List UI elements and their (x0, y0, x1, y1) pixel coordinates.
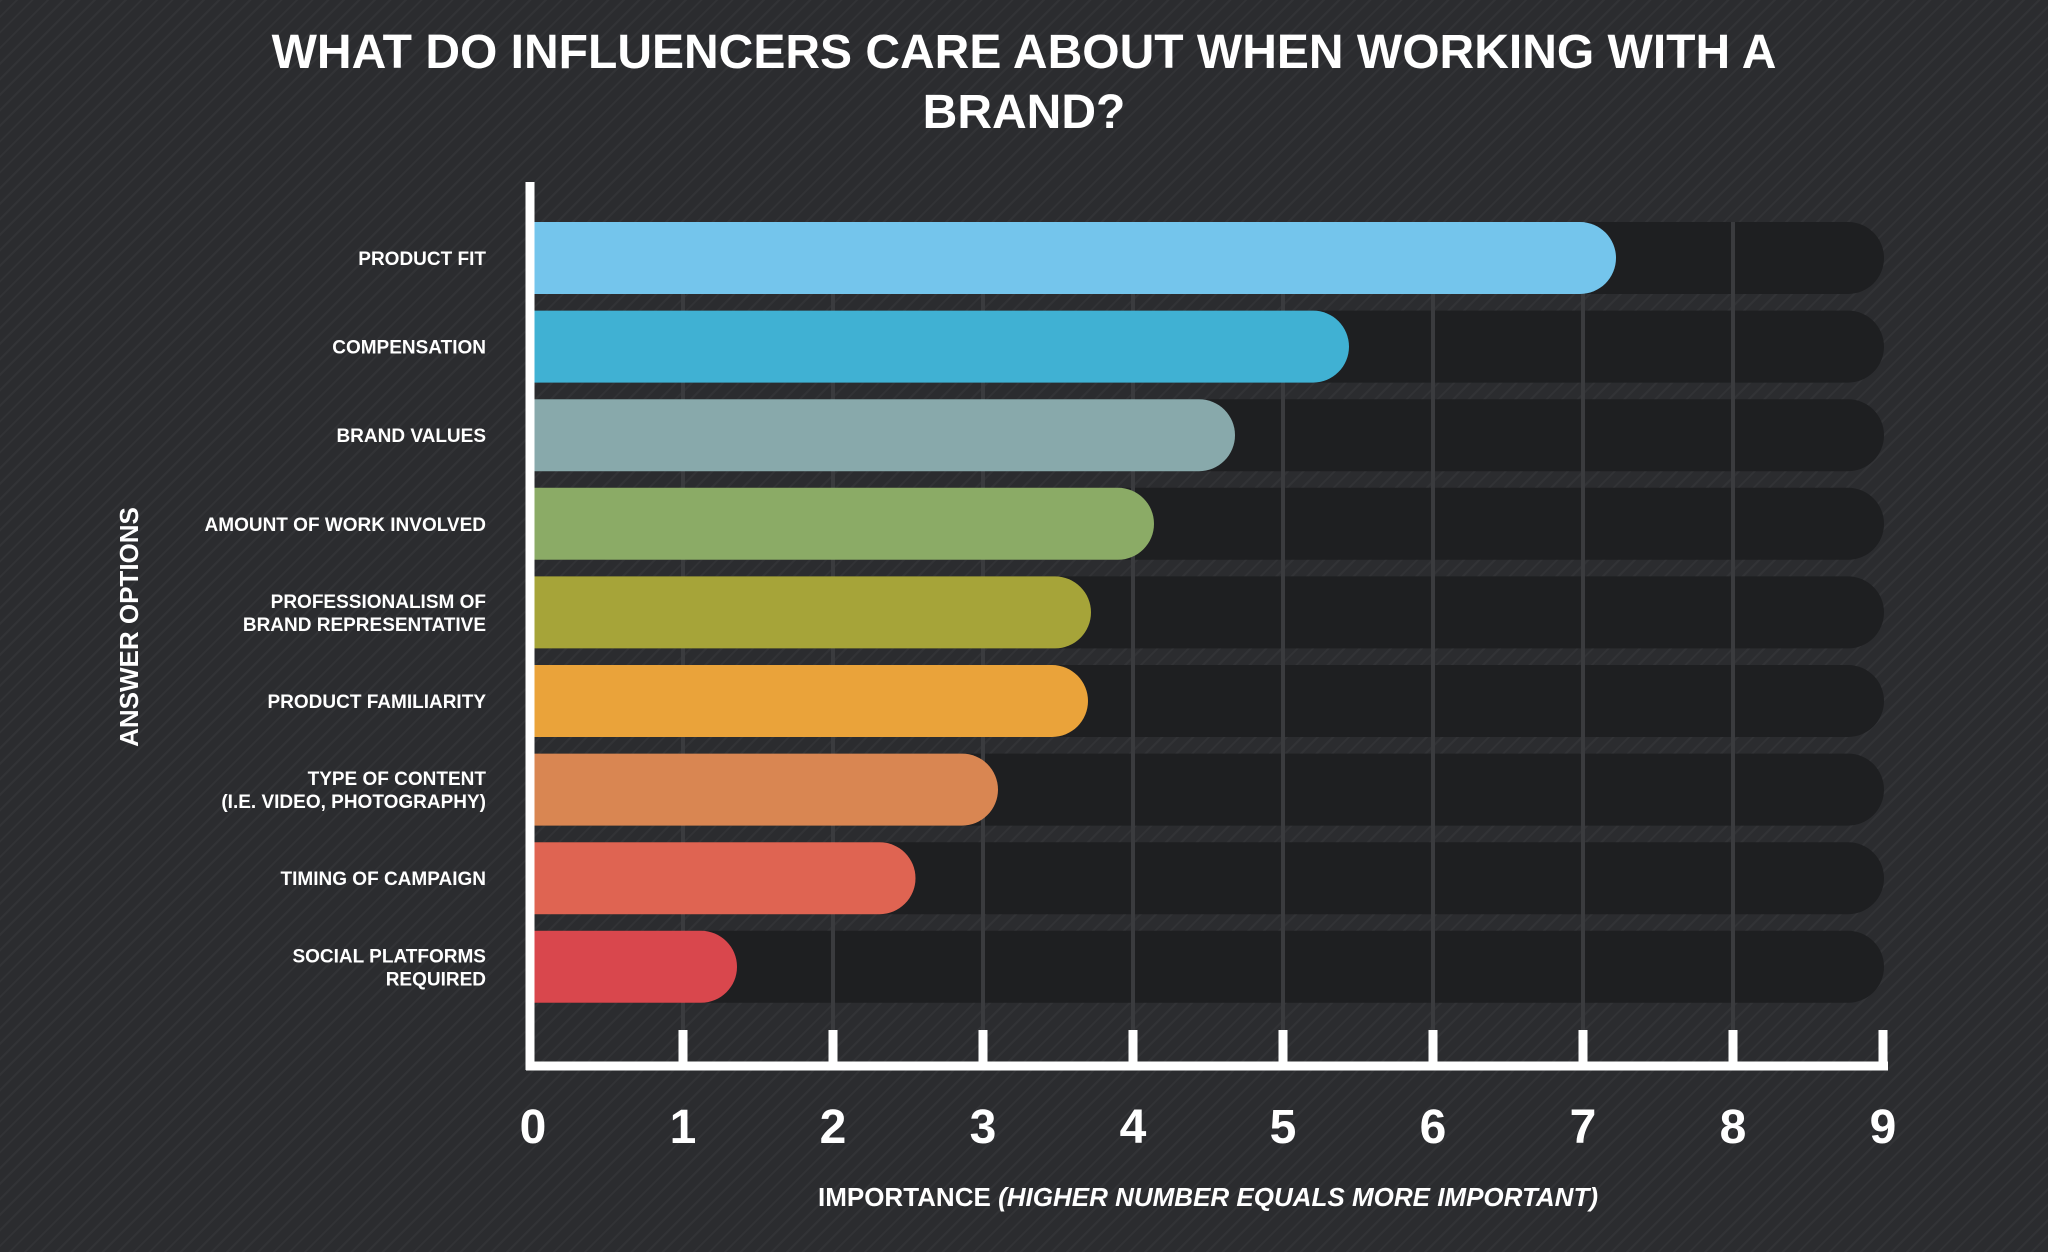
x-tick-label: 3 (970, 1101, 997, 1154)
bar (533, 399, 1235, 472)
x-tick-label: 5 (1270, 1101, 1297, 1154)
x-axis-title: IMPORTANCE (HIGHER NUMBER EQUALS MORE IM… (818, 1182, 1598, 1212)
bar (533, 576, 1091, 649)
x-tick-label: 7 (1570, 1101, 1597, 1154)
category-label: COMPENSATION (332, 338, 486, 359)
x-tick-label: 4 (1120, 1101, 1147, 1154)
bar (533, 310, 1349, 383)
x-tick-label: 9 (1870, 1101, 1897, 1154)
bar (533, 487, 1154, 560)
x-tick-label: 2 (820, 1101, 847, 1154)
x-tick-label: 0 (520, 1101, 547, 1154)
bar-track (533, 930, 1884, 1003)
bar (533, 753, 999, 826)
x-ticks (678, 1030, 1888, 1066)
category-labels: PRODUCT FIT COMPENSATION BRAND VALUES AMOUN… (205, 249, 487, 990)
chart-title-line-2: BRAND? (923, 86, 1126, 139)
chart-title: WHAT DO INFLUENCERS CARE ABOUT WHEN WORK… (272, 26, 1777, 139)
x-tick-labels: 0 1 2 3 4 5 6 7 8 9 (520, 1101, 1897, 1154)
category-label: SOCIAL PLATFORMS REQUIRED (292, 946, 486, 990)
bars (533, 222, 1616, 1003)
x-tick-label: 8 (1720, 1101, 1747, 1154)
bar (533, 930, 738, 1003)
category-label: PRODUCT FIT (358, 249, 486, 270)
bar (533, 842, 916, 915)
category-label: AMOUNT OF WORK INVOLVED (205, 515, 486, 536)
bar (533, 665, 1088, 737)
x-tick-label: 1 (670, 1101, 697, 1154)
category-label: PROFESSIONALISM OF BRAND REPRESENTATIVE (243, 592, 486, 636)
category-label: TYPE OF CONTENT (I.E. VIDEO, PHOTOGRAPHY) (221, 769, 486, 813)
x-tick-label: 6 (1420, 1101, 1447, 1154)
axes (525, 182, 1888, 1071)
category-label: TIMING OF CAMPAIGN (281, 869, 486, 890)
bar (533, 222, 1616, 294)
chart-title-line-1: WHAT DO INFLUENCERS CARE ABOUT WHEN WORK… (272, 26, 1777, 79)
category-label: BRAND VALUES (336, 426, 486, 447)
y-axis-title: ANSWER OPTIONS (114, 507, 144, 747)
category-label: PRODUCT FAMILIARITY (268, 692, 487, 713)
